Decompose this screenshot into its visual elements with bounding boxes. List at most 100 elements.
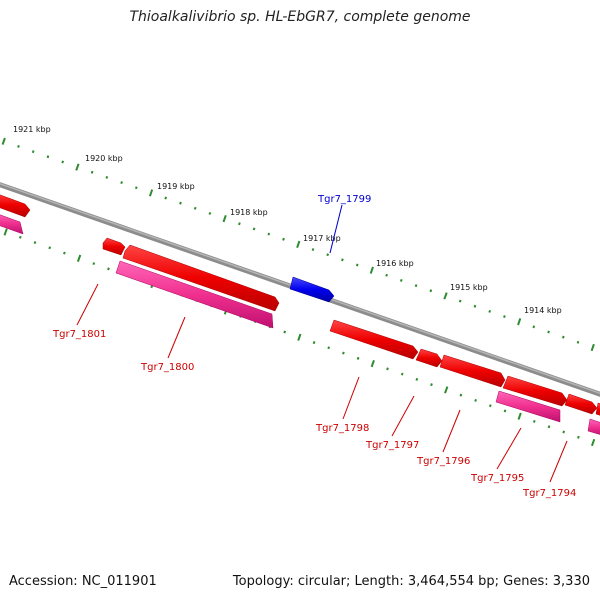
minor-tick <box>577 435 580 439</box>
gene-label-tgr7-1795[interactable]: Tgr7_1795 <box>470 473 524 484</box>
major-tick <box>1 137 6 145</box>
minor-tick <box>414 284 418 288</box>
minor-tick <box>33 241 37 245</box>
minor-tick <box>547 330 550 334</box>
gene-label-tgr7-1796[interactable]: Tgr7_1796 <box>416 456 470 467</box>
gene-arrow-tgr7-1801[interactable] <box>102 237 126 256</box>
major-tick <box>443 292 448 300</box>
accession-text: Accession: NC_011901 <box>9 574 157 589</box>
minor-tick <box>48 246 52 250</box>
minor-tick <box>282 237 285 241</box>
minor-tick <box>17 144 20 148</box>
minor-tick <box>355 263 359 267</box>
minor-tick <box>61 160 65 164</box>
scale-ticks-upper <box>1 137 595 352</box>
major-tick <box>75 163 80 171</box>
tick-label: 1917 kbp <box>303 234 341 243</box>
minor-tick <box>193 206 197 210</box>
gene-arrow-tgr7-1794[interactable] <box>564 393 598 415</box>
minor-tick <box>562 430 566 434</box>
minor-tick <box>399 278 403 282</box>
minor-tick <box>547 425 551 429</box>
minor-tick <box>92 262 96 266</box>
minor-tick <box>459 393 463 397</box>
major-tick <box>297 333 302 341</box>
minor-tick <box>107 267 110 271</box>
tick-label: 1920 kbp <box>85 154 123 163</box>
minor-tick <box>252 227 256 231</box>
minor-tick <box>341 258 344 262</box>
gene-arrow[interactable] <box>122 244 280 312</box>
minor-tick <box>18 235 22 239</box>
tick-label: 1921 kbp <box>13 125 51 134</box>
minor-tick <box>311 248 315 252</box>
minor-tick <box>208 211 212 215</box>
minor-tick <box>267 232 271 236</box>
minor-tick <box>473 304 477 308</box>
gene-arrow-tgr7-1798[interactable] <box>329 319 419 360</box>
minor-tick <box>46 155 50 159</box>
gene-arrow-tgr7-1797[interactable] <box>415 348 443 368</box>
gene-arrow[interactable] <box>0 213 24 235</box>
minor-tick <box>488 404 492 408</box>
gene-label-tgr7-1799[interactable]: Tgr7_1799 <box>317 194 371 205</box>
minor-tick <box>356 356 360 360</box>
major-tick <box>370 359 375 368</box>
major-tick <box>517 318 522 326</box>
gene-arrow-tgr7-1800[interactable] <box>115 260 274 329</box>
gene-labels: Tgr7_1801 Tgr7_1800 Tgr7_1799 Tgr7_1798 … <box>52 194 576 499</box>
minor-tick <box>120 181 123 185</box>
minor-tick <box>327 346 331 350</box>
major-tick <box>76 254 82 262</box>
minor-tick <box>342 351 345 355</box>
minor-tick <box>386 367 389 371</box>
minor-tick <box>561 335 565 339</box>
major-tick <box>222 214 227 223</box>
tick-label: 1914 kbp <box>524 306 562 315</box>
major-tick <box>3 228 8 236</box>
major-tick <box>444 386 449 394</box>
minor-tick <box>488 309 492 313</box>
minor-tick <box>134 186 138 190</box>
major-tick <box>369 266 374 274</box>
major-tick <box>148 189 154 197</box>
scale-labels: 1921 kbp 1920 kbp 1919 kbp 1918 kbp 1917… <box>13 125 562 315</box>
gene-label-tgr7-1794[interactable]: Tgr7_1794 <box>522 488 576 499</box>
minor-tick <box>105 175 109 179</box>
minor-tick <box>238 222 241 226</box>
minor-tick <box>576 340 580 344</box>
label-leaders <box>76 204 568 483</box>
gene-arrow-tgr7-1795[interactable] <box>495 390 561 423</box>
minor-tick <box>283 330 287 334</box>
gene-label-tgr7-1800[interactable]: Tgr7_1800 <box>140 362 194 373</box>
gene-arrow-tgr7-1799[interactable] <box>289 276 335 303</box>
minor-tick <box>312 341 316 345</box>
minor-tick <box>63 251 66 255</box>
minor-tick <box>532 325 536 329</box>
topology-text: Topology: circular; Length: 3,464,554 bp… <box>232 574 590 589</box>
minor-tick <box>31 150 35 154</box>
map-title: Thioalkalivibrio sp. HL-EbGR7, complete … <box>129 9 471 25</box>
minor-tick <box>400 372 404 376</box>
minor-tick <box>503 315 506 319</box>
gene-label-tgr7-1797[interactable]: Tgr7_1797 <box>365 440 419 451</box>
major-tick <box>590 438 596 447</box>
gene-arrow[interactable] <box>587 418 600 436</box>
tick-label: 1918 kbp <box>230 208 268 217</box>
gene-arrow[interactable] <box>0 193 31 218</box>
major-tick <box>296 240 301 249</box>
major-tick <box>590 343 595 352</box>
minor-tick <box>503 409 507 413</box>
gene-arrow-tgr7-1796[interactable] <box>439 354 506 388</box>
tick-label: 1919 kbp <box>157 182 195 191</box>
gene-arrow[interactable] <box>595 402 600 417</box>
gene-arrow[interactable] <box>502 375 568 407</box>
minor-tick <box>458 299 462 303</box>
minor-tick <box>474 398 477 402</box>
gene-label-tgr7-1798[interactable]: Tgr7_1798 <box>315 423 369 434</box>
minor-tick <box>429 289 433 293</box>
gene-label-tgr7-1801[interactable]: Tgr7_1801 <box>52 329 106 340</box>
tick-label: 1916 kbp <box>376 259 414 268</box>
